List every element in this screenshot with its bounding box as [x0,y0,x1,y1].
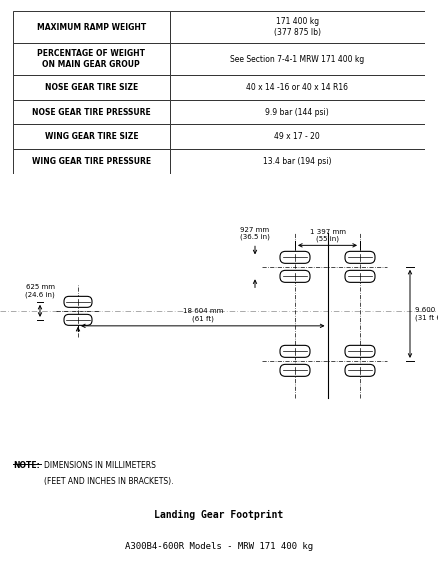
Bar [13,100,170,124]
Text: Landing Gear Footprint: Landing Gear Footprint [154,510,284,520]
Bar [13,11,170,43]
FancyBboxPatch shape [280,345,310,357]
Text: WING GEAR TIRE SIZE: WING GEAR TIRE SIZE [45,132,138,141]
Text: A300B4-600R Models - MRW 171 400 kg: A300B4-600R Models - MRW 171 400 kg [125,543,313,551]
Text: WING GEAR TIRE PRESSURE: WING GEAR TIRE PRESSURE [32,157,151,166]
FancyBboxPatch shape [280,270,310,282]
Text: 9.9 bar (144 psi): 9.9 bar (144 psi) [265,108,329,116]
Text: MAXIMUM RAMP WEIGHT: MAXIMUM RAMP WEIGHT [37,23,146,32]
Bar [170,149,425,174]
Bar [13,75,170,100]
FancyBboxPatch shape [345,345,375,357]
Text: 49 x 17 - 20: 49 x 17 - 20 [274,132,320,141]
Text: 1 397 mm
(55 in): 1 397 mm (55 in) [310,229,346,242]
Text: 171 400 kg
(377 875 lb): 171 400 kg (377 875 lb) [274,17,321,38]
Bar [170,100,425,124]
FancyBboxPatch shape [64,314,92,325]
Text: 625 mm
(24.6 in): 625 mm (24.6 in) [25,284,55,298]
Text: NOSE GEAR TIRE PRESSURE: NOSE GEAR TIRE PRESSURE [32,108,151,116]
Text: 927 mm
(36.5 in): 927 mm (36.5 in) [240,227,270,241]
Text: NOTE:: NOTE: [13,461,40,470]
Text: (FEET AND INCHES IN BRACKETS).: (FEET AND INCHES IN BRACKETS). [44,477,173,486]
Bar [170,43,425,75]
Text: NOSE GEAR TIRE SIZE: NOSE GEAR TIRE SIZE [45,83,138,92]
FancyBboxPatch shape [345,270,375,282]
FancyBboxPatch shape [345,364,375,376]
Text: PERCENTAGE OF WEIGHT
ON MAIN GEAR GROUP: PERCENTAGE OF WEIGHT ON MAIN GEAR GROUP [37,49,145,69]
Text: See Section 7-4-1 MRW 171 400 kg: See Section 7-4-1 MRW 171 400 kg [230,55,364,64]
Text: 18 604 mm
(61 ft): 18 604 mm (61 ft) [183,308,223,322]
Bar [13,149,170,174]
FancyBboxPatch shape [280,364,310,376]
Bar [13,43,170,75]
Text: 40 x 14 -16 or 40 x 14 R16: 40 x 14 -16 or 40 x 14 R16 [246,83,348,92]
Bar [13,124,170,149]
Bar [170,11,425,43]
Bar [170,75,425,100]
Text: DIMENSIONS IN MILLIMETERS: DIMENSIONS IN MILLIMETERS [44,461,156,470]
FancyBboxPatch shape [64,296,92,307]
FancyBboxPatch shape [345,251,375,263]
Text: 13.4 bar (194 psi): 13.4 bar (194 psi) [263,157,332,166]
Text: 9 600 mm
(31 ft 6 in): 9 600 mm (31 ft 6 in) [415,307,438,320]
Bar [170,124,425,149]
FancyBboxPatch shape [280,251,310,263]
